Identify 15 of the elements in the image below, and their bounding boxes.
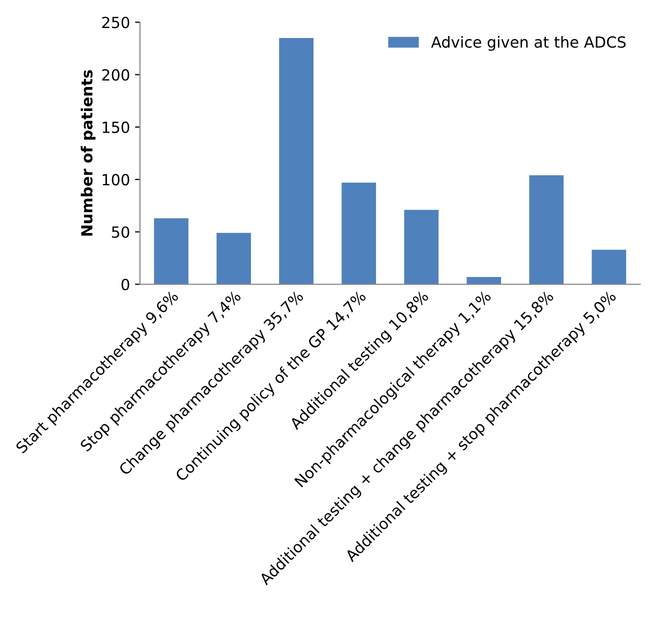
bar <box>529 175 564 284</box>
y-tick-label: 200 <box>102 69 130 81</box>
bar <box>404 210 439 284</box>
bar <box>154 218 188 284</box>
y-tick-label: 0 <box>122 278 130 290</box>
y-tick-label: 50 <box>112 226 130 238</box>
bar <box>342 182 376 284</box>
bar <box>592 250 626 284</box>
y-tick-label: 150 <box>102 122 130 134</box>
y-axis-title: Number of patients <box>80 70 96 236</box>
y-tick-label: 250 <box>102 16 130 28</box>
legend-label: Advice given at the ADCS <box>431 36 626 51</box>
bar <box>216 232 251 284</box>
bar <box>279 38 314 284</box>
y-tick-label: 100 <box>102 174 130 186</box>
